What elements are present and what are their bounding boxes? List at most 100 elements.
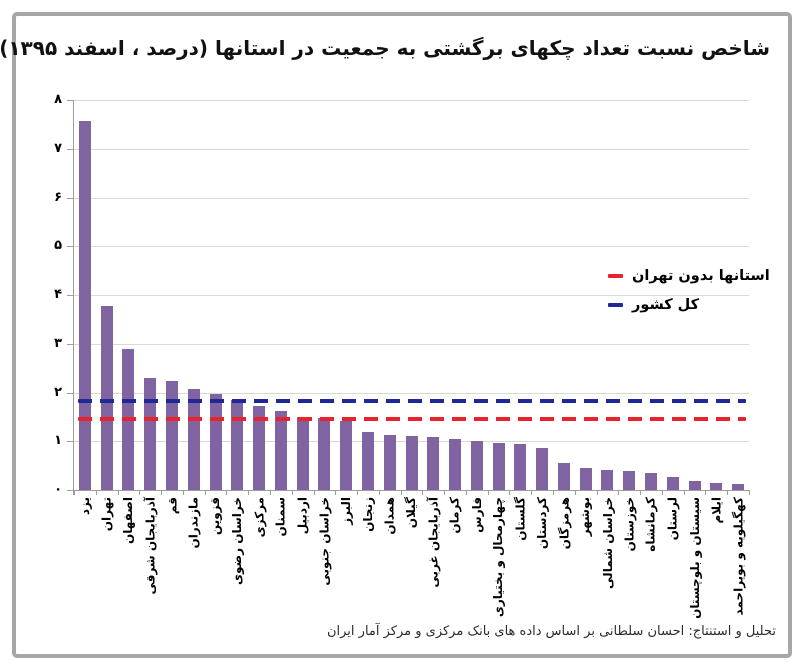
x-tick-label-text: بوشهر xyxy=(578,497,593,537)
x-axis-tick xyxy=(640,490,642,495)
bar-20 xyxy=(514,444,527,490)
x-tick-label-text: هرمزگان xyxy=(556,497,571,550)
x-axis-tick xyxy=(574,490,576,495)
bar-10 xyxy=(296,416,309,490)
legend-entry-whole-country: کل کشور xyxy=(608,297,770,313)
red-dash-legend-key xyxy=(608,274,623,278)
blue-dash-legend-key xyxy=(608,303,623,307)
x-tick-label-text: چهارمحال و بختیاری xyxy=(491,497,506,618)
bar-22 xyxy=(557,463,570,490)
x-axis-tick xyxy=(291,490,293,495)
y-axis-tick xyxy=(67,246,73,248)
x-axis-tick xyxy=(182,490,184,495)
x-axis-tick xyxy=(378,490,380,495)
bar-12 xyxy=(340,420,353,490)
x-axis-tick xyxy=(248,490,250,495)
bar-27 xyxy=(666,476,679,490)
y-axis-tick xyxy=(67,100,73,101)
x-tick-label-text: کهگیلویه و بویراحمد xyxy=(731,497,746,616)
bar-28 xyxy=(688,480,701,490)
y-axis-tick xyxy=(67,148,73,150)
x-axis-tick xyxy=(117,490,119,495)
bar-25 xyxy=(623,470,636,490)
bar-23 xyxy=(579,467,592,490)
x-axis-tick xyxy=(531,490,533,495)
bar-5 xyxy=(187,389,200,490)
x-tick-label-text: تهران xyxy=(99,497,114,532)
gridline xyxy=(74,148,749,150)
x-tick-label-text: زنجان xyxy=(360,497,375,532)
y-tick-label: ۶ xyxy=(54,189,62,205)
gridline xyxy=(74,197,749,199)
y-axis-tick xyxy=(67,490,73,491)
y-axis-line xyxy=(73,100,74,495)
reference-line-0 xyxy=(78,417,746,422)
x-tick-label-text: لرستان xyxy=(665,497,680,541)
bar-26 xyxy=(645,472,658,490)
y-axis-tick xyxy=(67,392,73,394)
x-axis-tick xyxy=(139,490,141,495)
x-axis-tick xyxy=(226,490,228,495)
x-tick-label-text: مازندران xyxy=(186,497,201,549)
bar-16 xyxy=(427,437,440,490)
bar-4 xyxy=(165,380,178,490)
x-tick-label-text: ایلام xyxy=(709,497,724,524)
x-axis-tick xyxy=(74,490,75,495)
x-axis-tick xyxy=(335,490,337,495)
chart-title: شاخص نسبت تعداد چکهای برگشتی به جمعیت در… xyxy=(0,36,770,60)
bar-15 xyxy=(405,435,418,490)
bar-14 xyxy=(383,434,396,490)
x-tick-label-text: گلستان xyxy=(513,497,528,541)
x-tick-label-text: اردبیل xyxy=(295,497,310,535)
x-tick-label-text: همدان xyxy=(382,497,397,535)
bar-18 xyxy=(470,440,483,490)
x-tick-label-text: البرز xyxy=(339,497,354,525)
x-tick-label-text: فارس xyxy=(469,497,484,533)
x-tick-label-text: کردستان xyxy=(535,497,550,550)
bar-11 xyxy=(318,418,331,490)
x-axis-tick xyxy=(487,490,489,495)
x-axis-tick xyxy=(683,490,685,495)
reference-line-1 xyxy=(78,399,746,404)
x-tick-label-text: مرکزی xyxy=(252,497,267,538)
image-border-frame xyxy=(12,12,792,658)
gridline xyxy=(74,246,749,248)
legend-label: استانها بدون تهران xyxy=(632,268,770,284)
x-axis-tick xyxy=(705,490,707,495)
bar-8 xyxy=(253,406,266,490)
x-tick-label-text: یزد xyxy=(77,497,92,516)
x-axis-tick xyxy=(269,490,271,495)
bar-9 xyxy=(274,411,287,490)
x-axis-line xyxy=(73,490,750,491)
bar-21 xyxy=(536,448,549,490)
y-axis-tick xyxy=(67,441,73,443)
x-tick-label-text: آذربایجان شرقی xyxy=(143,497,158,595)
bar-29 xyxy=(710,483,723,490)
x-axis-tick xyxy=(444,490,446,495)
chart-legend: استانها بدون تهران کل کشور xyxy=(608,268,770,326)
x-axis-tick xyxy=(204,490,206,495)
x-tick-label-text: آذربایجان غربی xyxy=(426,497,441,588)
y-axis-tick xyxy=(67,197,73,199)
legend-entry-without-tehran: استانها بدون تهران xyxy=(608,268,770,284)
y-tick-label: ۱ xyxy=(54,433,62,449)
x-tick-label-text: خراسان رضوی xyxy=(230,497,245,585)
bar-7 xyxy=(231,399,244,490)
x-axis-tick xyxy=(357,490,359,495)
x-axis-tick xyxy=(313,490,315,495)
y-axis-tick xyxy=(67,343,73,345)
bar-1 xyxy=(100,306,113,490)
x-axis-tick xyxy=(618,490,620,495)
bar-30 xyxy=(732,484,745,490)
x-tick-label-text: خراسان جنوبی xyxy=(317,497,332,586)
x-tick-label-text: قزوین xyxy=(208,497,223,536)
bar-13 xyxy=(361,432,374,490)
bar-17 xyxy=(449,438,462,490)
x-axis-tick xyxy=(749,490,750,495)
y-tick-label: ۵ xyxy=(54,238,62,254)
x-tick-label-text: سمنان xyxy=(273,497,288,537)
x-axis-tick xyxy=(509,490,511,495)
y-tick-label: ۳ xyxy=(54,335,62,351)
source-caption: تحلیل و استنتاج: احسان سلطانی بر اساس دا… xyxy=(326,624,776,639)
